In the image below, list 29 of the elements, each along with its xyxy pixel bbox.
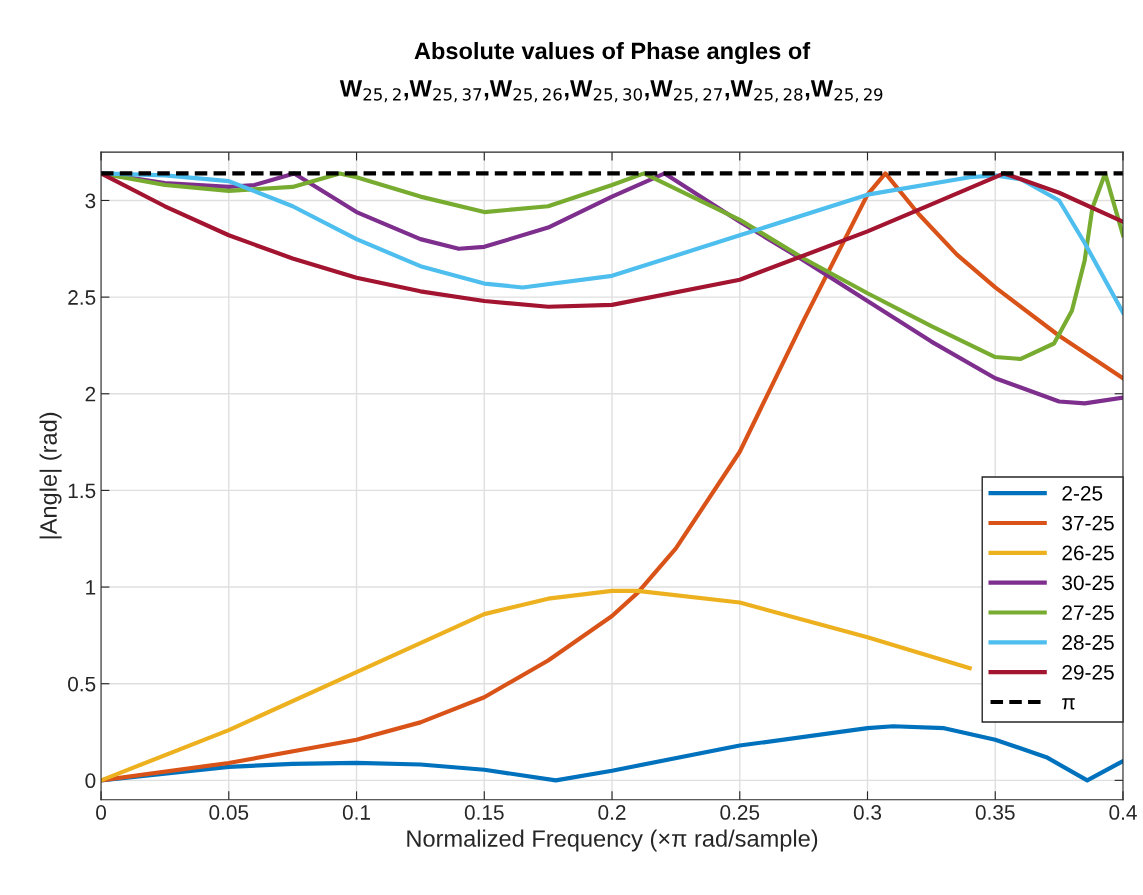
y-tick-label: 2.5 — [68, 290, 96, 305]
legend-label: 27-25 — [1062, 605, 1114, 621]
x-tick-label: 0.3 — [853, 805, 882, 820]
x-tick-label: 0.4 — [1109, 805, 1137, 820]
x-tick-label: 0.15 — [464, 805, 504, 820]
y-tick-label: 1.5 — [68, 483, 96, 499]
y-tick-label: 2 — [85, 386, 96, 402]
x-tick-label: 0.1 — [342, 805, 370, 820]
y-tick-label: 0.5 — [68, 676, 96, 692]
x-tick-label: 0 — [96, 805, 107, 820]
legend-label: 29-25 — [1062, 664, 1114, 680]
y-tick-label: 0 — [85, 773, 96, 789]
legend-label: π — [1062, 698, 1075, 710]
y-tick-label: 3 — [85, 193, 96, 209]
legend-label: 2-25 — [1062, 485, 1103, 501]
legend-label: 30-25 — [1062, 575, 1114, 591]
legend-label: 28-25 — [1062, 635, 1114, 650]
line-series — [101, 171, 1123, 783]
x-tick-label: 0.2 — [598, 805, 626, 820]
chart-title: Absolute values of Phase angles of W$_{25,2}$,W$_{25,37}$,W$_{25,26}$,W$_{25,30}$,W$_{25,27}$,W$_{25,28}$,W$_{25,29}$ — [339, 41, 883, 103]
line-series — [101, 588, 972, 783]
x-tick-label: 0.25 — [720, 805, 760, 820]
y-tick-label: 1 — [86, 580, 96, 595]
legend-label: 26-25 — [1062, 545, 1114, 561]
legend-label: 37-25 — [1062, 515, 1114, 531]
x-axis-title: Normalized Frequency (×π rad/sample) — [407, 829, 818, 852]
x-tick-label: 0.05 — [209, 805, 249, 820]
x-tick-label: 0.35 — [975, 805, 1015, 820]
y-axis-title: |Angle| (rad) — [39, 412, 62, 539]
